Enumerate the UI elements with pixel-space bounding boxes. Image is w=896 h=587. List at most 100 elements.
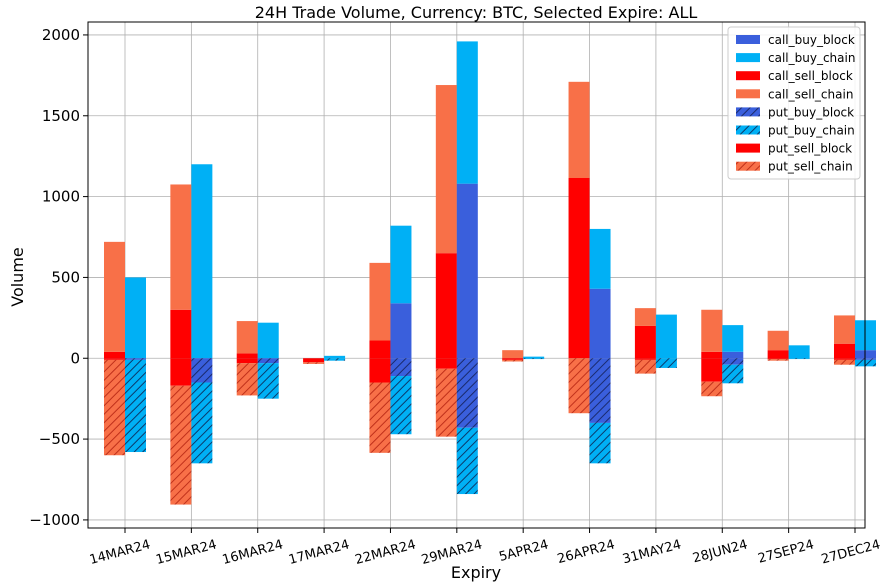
bar-call_sell_block-16MAR24: [236, 353, 258, 359]
bar-put_sell_chain-27DEC24: [834, 359, 855, 365]
y-tick-label: −500: [39, 430, 80, 448]
x-tick-label: 14MAR24: [88, 537, 152, 568]
bar-put_sell_chain-22MAR24: [369, 382, 391, 453]
bar-put_sell_block-14MAR24: [104, 358, 125, 360]
bar-call_sell_block-31MAY24: [634, 325, 656, 359]
x-tick-label: 26APR24: [556, 537, 617, 567]
bar-put_buy_block-26APR24: [589, 358, 611, 423]
bar-call_buy_chain-31MAY24: [655, 314, 677, 359]
bar-call_sell_block-15MAR24: [170, 309, 192, 359]
bar-call_buy_chain-16MAR24: [257, 322, 279, 359]
legend-label-put_buy_chain: put_buy_chain: [768, 124, 855, 138]
legend: call_buy_block call_buy_chain call_sell_bl…: [727, 26, 861, 180]
bar-call_buy_block-26APR24: [589, 288, 611, 359]
bar-call_sell_chain-27SEP24: [767, 330, 789, 351]
bar-call_sell_chain-31MAY24: [634, 308, 656, 326]
bar-call_sell_chain-27DEC24: [834, 315, 855, 344]
bar-call_sell_chain-22MAR24: [369, 262, 391, 341]
y-tick-label: 1000: [42, 188, 80, 206]
bar-put_buy_chain-17MAR24: [324, 358, 346, 361]
x-tick-label: 28JUN24: [691, 537, 749, 566]
bar-call_buy_block-22MAR24: [390, 303, 412, 359]
bar-put_sell_block-27SEP24: [767, 358, 789, 360]
bar-call_sell_block-27DEC24: [834, 343, 855, 359]
legend-swatch-put_buy_chain: [736, 125, 760, 135]
bar-put_buy_chain-31MAY24: [655, 358, 677, 368]
x-axis: 14MAR24 15MAR24 16MAR24 17MAR24 22MAR24 29MAR…: [88, 528, 882, 568]
legend-swatch-call_sell_chain: [736, 89, 760, 99]
bar-call_sell_chain-26APR24: [568, 81, 590, 179]
bar-call_sell_chain-15MAR24: [170, 184, 192, 310]
legend-swatch-put_sell_block: [736, 143, 760, 153]
x-tick-label: 15MAR24: [154, 537, 218, 568]
bar-put_sell_block-5APR24: [502, 358, 524, 360]
bar-put_sell_chain-14MAR24: [104, 359, 125, 456]
plot-frame: [87, 21, 866, 529]
bar-put_sell_block-22MAR24: [369, 358, 391, 383]
y-tick-label: 2000: [42, 26, 80, 44]
y-axis: −1000 −500 0 500 1000 1500 2000: [29, 26, 88, 529]
bar-call_sell_chain-5APR24: [502, 350, 524, 359]
bar-put_sell_chain-26APR24: [568, 358, 590, 414]
x-axis-label: Expiry: [451, 563, 501, 582]
bar-put_sell_block-28JUN24: [701, 358, 723, 382]
bar-call_buy_chain-17MAR24: [324, 355, 346, 359]
bar-call_sell_chain-16MAR24: [236, 321, 258, 354]
bar-put_sell_chain-17MAR24: [303, 362, 325, 364]
bar-put_sell_chain-16MAR24: [236, 363, 258, 396]
bar-call_sell_chain-29MAR24: [435, 85, 457, 254]
legend-label-call_sell_chain: call_sell_chain: [768, 87, 853, 101]
bar-put_buy_block-15MAR24: [191, 358, 213, 383]
bar-put_buy_chain-16MAR24: [257, 363, 279, 399]
bar-put_sell_block-31MAY24: [634, 358, 656, 360]
chart-title: 24H Trade Volume, Currency: BTC, Selecte…: [255, 3, 698, 22]
bar-call_sell_block-14MAR24: [104, 351, 125, 359]
bar-put_buy_chain-29MAR24: [456, 427, 478, 495]
x-tick-label: 27DEC24: [820, 537, 882, 567]
bar-call_sell_block-26APR24: [568, 178, 590, 359]
bar-call_sell_chain-14MAR24: [104, 241, 125, 352]
bar-call_buy_chain-22MAR24: [390, 225, 412, 304]
y-tick-label: 1500: [42, 107, 80, 125]
bar-put_buy_block-29MAR24: [456, 358, 478, 428]
bar-call_buy_chain-26APR24: [589, 228, 611, 289]
bar-put_sell_block-29MAR24: [435, 358, 457, 369]
bar-put_sell_chain-28JUN24: [701, 381, 723, 397]
bar-call_buy_chain-14MAR24: [125, 277, 146, 359]
bar-put_buy_chain-15MAR24: [191, 382, 213, 464]
bar-put_buy_chain-28JUN24: [722, 364, 744, 384]
legend-swatch-put_buy_block: [736, 107, 760, 117]
x-tick-label: 22MAR24: [353, 537, 417, 568]
bar-put_buy_chain-26APR24: [589, 422, 611, 464]
x-tick-label: 17MAR24: [287, 537, 351, 568]
bar-put_sell_block-16MAR24: [236, 358, 258, 364]
x-tick-label: 16MAR24: [221, 537, 285, 568]
x-tick-label: 31MAY24: [621, 537, 683, 567]
bar-put_buy_block-16MAR24: [257, 358, 279, 364]
bar-call_sell_block-22MAR24: [369, 340, 391, 359]
bar-put_buy_chain-14MAR24: [125, 359, 146, 453]
bar-put_buy_chain-27SEP24: [788, 358, 810, 360]
y-tick-label: −1000: [29, 511, 80, 529]
legend-label-put_sell_chain: put_sell_chain: [768, 160, 853, 174]
bar-call_buy_block-28JUN24: [722, 351, 744, 359]
legend-box: [727, 26, 861, 180]
legend-label-call_buy_chain: call_buy_chain: [768, 51, 855, 65]
legend-swatch-put_sell_chain: [736, 161, 760, 171]
bar-put_sell_block-27DEC24: [834, 358, 855, 360]
legend-label-put_buy_block: put_buy_block: [768, 105, 854, 119]
y-tick-label: 0: [70, 349, 80, 367]
x-tick-label: 27SEP24: [756, 537, 815, 566]
bar-call_sell_chain-28JUN24: [701, 309, 723, 352]
bar-put_sell_chain-5APR24: [502, 359, 524, 362]
legend-label-call_buy_block: call_buy_block: [768, 33, 855, 47]
x-tick-label: 5APR24: [497, 537, 550, 565]
legend-swatch-call_sell_block: [736, 71, 760, 81]
bar-call_sell_block-29MAR24: [435, 253, 457, 359]
bars: [104, 41, 876, 505]
bar-put_buy_chain-22MAR24: [390, 376, 412, 435]
legend-label-call_sell_block: call_sell_block: [768, 69, 853, 83]
bar-put_sell_chain-27SEP24: [767, 359, 789, 361]
bar-call_buy_chain-27SEP24: [788, 345, 810, 359]
